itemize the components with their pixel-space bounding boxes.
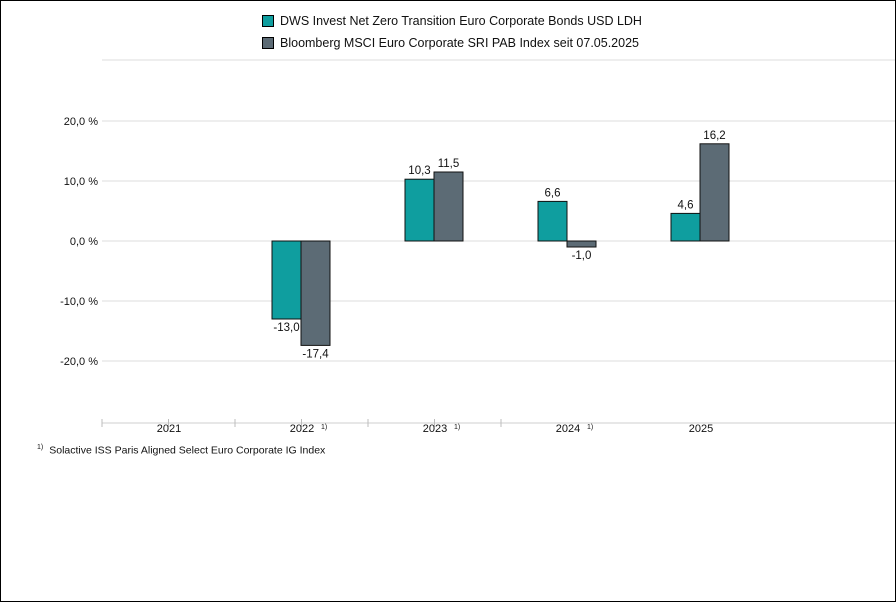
data-label: -1,0 [572, 250, 592, 262]
y-tick-label: 10,0 % [64, 176, 98, 188]
x-tick-footnote-marker: 1) [321, 424, 327, 431]
data-label: -17,4 [302, 348, 329, 360]
bar [537, 200, 568, 242]
bar [699, 143, 730, 242]
bar [404, 178, 435, 242]
bar [566, 240, 597, 248]
x-tick-label: 2021 [157, 423, 181, 435]
legend-item-index: Bloomberg MSCI Euro Corporate SRI PAB In… [262, 36, 639, 50]
legend-label-fund: DWS Invest Net Zero Transition Euro Corp… [280, 14, 642, 28]
data-label: 11,5 [438, 158, 460, 170]
footnote: 1) Solactive ISS Paris Aligned Select Eur… [37, 444, 325, 457]
legend-swatch-index [262, 37, 274, 49]
x-tick-label: 2024 [556, 423, 580, 435]
data-label: 16,2 [703, 130, 725, 142]
bar [433, 171, 464, 242]
x-tick-footnote-marker: 1) [454, 424, 460, 431]
x-tick-footnote-marker: 1) [587, 424, 593, 431]
data-label: 4,6 [678, 199, 694, 211]
y-tick-label: -10,0 % [60, 296, 98, 308]
x-tick-label: 2025 [689, 423, 713, 435]
footnote-text: Solactive ISS Paris Aligned Select Euro … [49, 444, 326, 457]
y-tick-label: -20,0 % [60, 356, 98, 368]
legend-label-index: Bloomberg MSCI Euro Corporate SRI PAB In… [280, 36, 639, 50]
y-tick-label: 20,0 % [64, 116, 98, 128]
bar [670, 212, 701, 242]
data-label: -13,0 [273, 322, 299, 334]
x-tick-label: 2023 [423, 423, 447, 435]
data-label: 6,6 [545, 187, 561, 199]
legend-item-fund: DWS Invest Net Zero Transition Euro Corp… [262, 14, 642, 28]
footnote-marker: 1) [37, 444, 44, 451]
legend-swatch-fund [262, 15, 274, 27]
x-tick-label: 2022 [290, 423, 314, 435]
bar [271, 240, 302, 320]
bar [300, 240, 331, 346]
data-label: 10,3 [408, 165, 430, 177]
y-tick-label: 0,0 % [70, 236, 98, 248]
